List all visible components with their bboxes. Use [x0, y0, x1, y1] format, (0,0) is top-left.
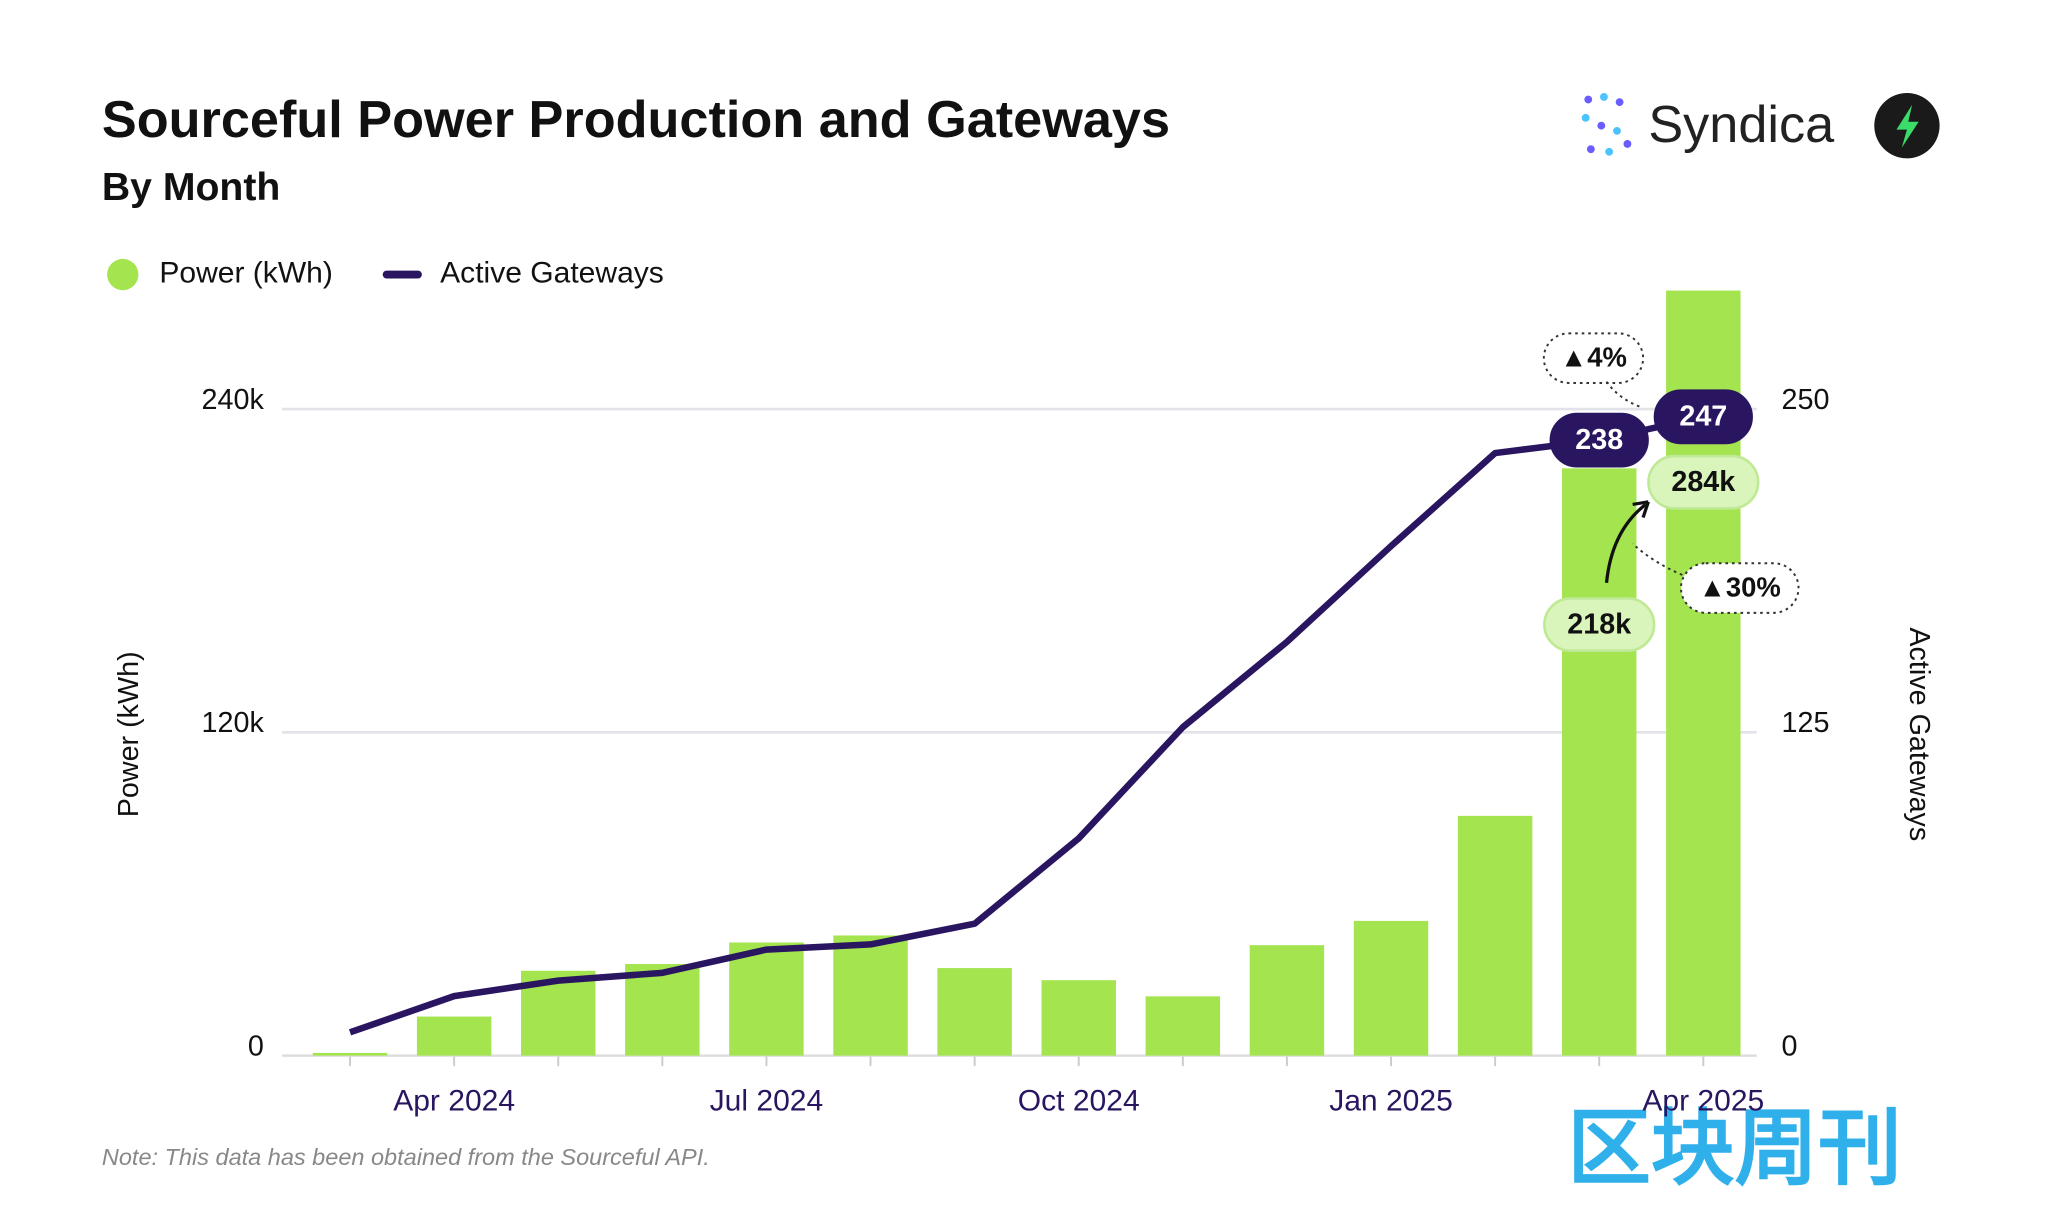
y2-axis-label: Active Gateways — [1903, 627, 1935, 841]
chart-title: Sourceful Power Production and Gateways — [102, 91, 1170, 149]
value-label-bg — [1647, 454, 1760, 510]
x-tick-label: Jul 2024 — [710, 1085, 824, 1118]
value-label: 284k — [1671, 466, 1735, 498]
bar — [1561, 468, 1637, 1056]
growth-arrowhead — [1632, 500, 1650, 519]
x-tick-label: Oct 2024 — [1018, 1085, 1140, 1118]
annotation: ▲30% — [1699, 572, 1781, 603]
x-tick-label: Apr 2025 — [1642, 1085, 1764, 1118]
legend-swatch — [107, 258, 139, 291]
value-label-bg — [1549, 412, 1649, 468]
y2-tick-label: 250 — [1782, 384, 1830, 416]
bar — [937, 968, 1012, 1056]
annotation-arrow — [1605, 381, 1644, 409]
line — [348, 413, 1705, 1036]
value-label: 218k — [1567, 609, 1631, 641]
value-label-bg — [1653, 389, 1753, 445]
annotation: ▲4% — [1560, 342, 1627, 373]
note: Note: This data has been obtained from t… — [102, 1144, 710, 1170]
legend-label: Active Gateways — [440, 256, 664, 289]
value-label: 238 — [1575, 424, 1623, 456]
y-tick-label: 240k — [202, 384, 265, 416]
y-axis-label: Power (kWh) — [113, 651, 145, 817]
annotation-arrow — [1631, 542, 1683, 576]
bar — [1249, 945, 1325, 1056]
y-tick-label: 0 — [248, 1030, 264, 1062]
value-label-bg — [1543, 597, 1656, 653]
bar — [1041, 980, 1116, 1056]
brand-name: Syndica — [1648, 96, 1835, 154]
growth-arrow — [1604, 503, 1647, 583]
bar — [625, 964, 700, 1056]
brand-logo: Syndica — [1581, 93, 1940, 159]
bar — [833, 935, 908, 1056]
y2-tick-label: 0 — [1782, 1030, 1798, 1062]
legend-label: Power (kWh) — [159, 256, 333, 289]
y-tick-label: 120k — [202, 707, 265, 739]
annotation-box — [1542, 332, 1645, 384]
watermark: 区块周刊 — [1567, 1101, 1901, 1195]
chart-subtitle: By Month — [102, 166, 280, 209]
bar — [1457, 815, 1533, 1056]
annotation-box — [1679, 562, 1800, 614]
bar — [729, 942, 804, 1056]
bar — [312, 1052, 388, 1056]
bar — [1145, 996, 1221, 1056]
bar — [1353, 920, 1429, 1056]
x-tick-label: Jan 2025 — [1329, 1085, 1453, 1118]
x-tick-label: Apr 2024 — [393, 1085, 515, 1118]
y2-tick-label: 125 — [1782, 707, 1830, 739]
value-label: 247 — [1679, 401, 1727, 433]
bar — [416, 1016, 492, 1056]
